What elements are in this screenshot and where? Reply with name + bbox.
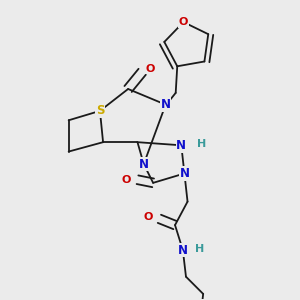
Text: O: O bbox=[122, 175, 131, 185]
Text: N: N bbox=[176, 139, 186, 152]
Text: N: N bbox=[139, 158, 149, 171]
Text: H: H bbox=[195, 244, 205, 254]
Text: N: N bbox=[160, 98, 171, 111]
Text: H: H bbox=[197, 139, 206, 149]
Text: O: O bbox=[179, 17, 188, 27]
Text: S: S bbox=[96, 104, 104, 117]
Text: O: O bbox=[145, 64, 155, 74]
Text: N: N bbox=[178, 244, 188, 256]
Text: O: O bbox=[144, 212, 153, 222]
Text: N: N bbox=[179, 167, 189, 180]
